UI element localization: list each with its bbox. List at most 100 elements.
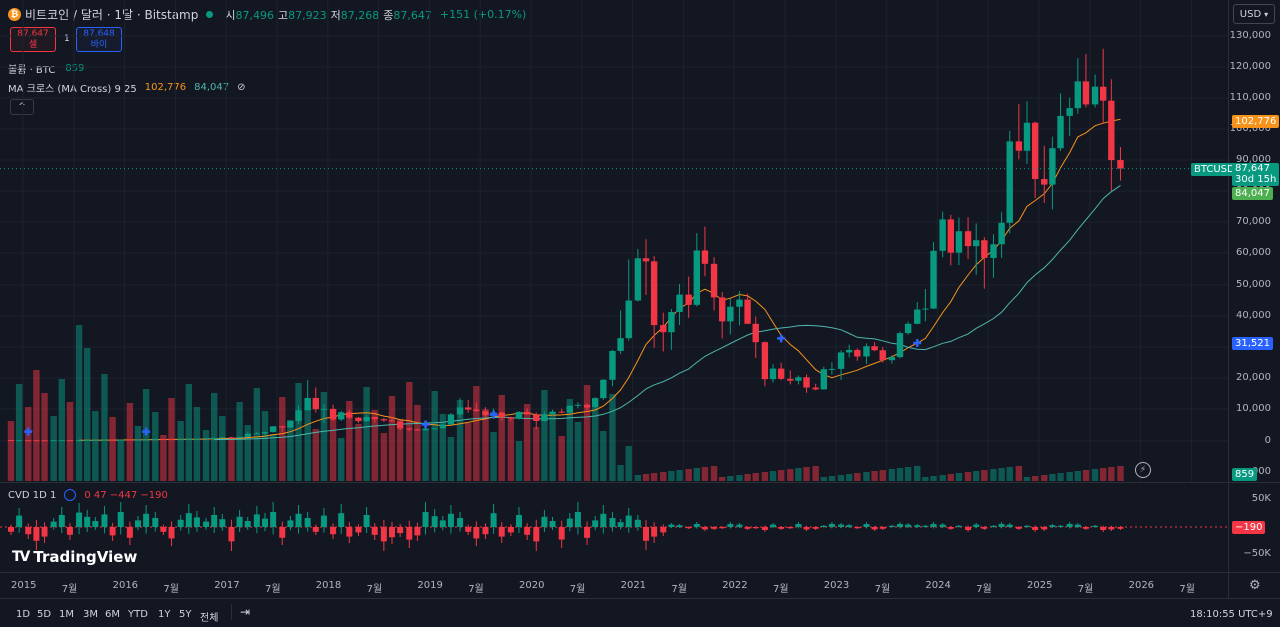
date-range-icon[interactable]: ⇥ xyxy=(240,605,251,619)
volume-bar xyxy=(134,426,142,481)
candle-body xyxy=(600,379,607,399)
volume-bar xyxy=(193,407,201,481)
collapse-legend-button[interactable]: ^ xyxy=(10,99,34,115)
volume-bar xyxy=(558,436,565,481)
volume-bar xyxy=(219,416,226,481)
candle-body xyxy=(549,411,556,415)
cvd-body xyxy=(101,514,108,527)
candle-body xyxy=(338,412,345,420)
cvd-body xyxy=(219,519,226,527)
cvd-body xyxy=(524,527,531,535)
candle-body xyxy=(109,439,116,441)
volume-bar xyxy=(685,469,692,481)
candle-body xyxy=(744,299,751,324)
volume-bar xyxy=(736,475,743,481)
range-button-3M[interactable]: 3M xyxy=(83,609,98,620)
ma-fast-value: 102,776 xyxy=(144,82,187,93)
candle-body xyxy=(660,325,667,333)
sell-button[interactable]: 87,647 셀 xyxy=(10,27,56,52)
range-button-YTD[interactable]: YTD xyxy=(128,609,148,620)
volume-bar xyxy=(92,411,99,481)
volume-bar xyxy=(25,407,32,481)
ma-cross-legend[interactable]: MA 크로스 (MA Cross) 9 25 102,776 84,047 ⊘ xyxy=(8,80,245,95)
volume-bar xyxy=(566,399,573,481)
volume-bar xyxy=(1041,475,1048,481)
cvd-body xyxy=(736,524,743,527)
cvd-body xyxy=(838,524,845,527)
range-button-1M[interactable]: 1M xyxy=(59,609,74,620)
cvd-settings-icon[interactable] xyxy=(64,489,77,501)
settings-icon[interactable]: ⚙ xyxy=(1249,578,1261,593)
cvd-body xyxy=(592,520,599,527)
volume-bar xyxy=(523,404,531,481)
volume-bar xyxy=(126,403,134,481)
candle-body xyxy=(507,417,515,419)
candle-body xyxy=(211,438,218,440)
candle-body xyxy=(363,416,370,422)
tradingview-logo[interactable]: TV TradingView xyxy=(12,548,137,566)
candle-body xyxy=(1031,122,1039,179)
bar-countdown: 30d 15h xyxy=(1235,174,1277,185)
pane-separator[interactable] xyxy=(0,482,1280,483)
volume-bar xyxy=(668,471,675,481)
candle-body xyxy=(736,299,743,307)
candle-body xyxy=(787,378,794,381)
cross-marker xyxy=(777,334,786,343)
cvd-body xyxy=(320,515,327,527)
price-axis-label: 120,000 xyxy=(1229,61,1271,72)
candle-body xyxy=(693,250,700,305)
cvd-chart[interactable] xyxy=(0,484,1228,572)
volume-legend[interactable]: 볼륨 · BTC 859 xyxy=(8,61,84,76)
time-axis-label: 2019 xyxy=(417,580,443,591)
cvd-body xyxy=(516,515,522,527)
candle-body xyxy=(820,369,827,390)
cvd-body xyxy=(795,524,802,527)
candle-body xyxy=(41,440,48,442)
symbol-legend[interactable]: ₿ 비트코인 / 달러 · 1달 · Bitstamp 시87,496 고87,9… xyxy=(8,6,526,23)
volume-bar xyxy=(329,415,337,481)
range-button-전체[interactable]: 전체 xyxy=(200,613,219,624)
candle-body xyxy=(406,428,413,430)
cvd-body xyxy=(922,525,929,527)
ma-fast-line xyxy=(79,118,1121,441)
ohlc-values: 시87,496 고87,923 저87,268 종87,647 xyxy=(221,7,432,23)
range-button-1D[interactable]: 1D xyxy=(16,609,31,620)
candle-body xyxy=(930,250,937,309)
range-button-5D[interactable]: 5D xyxy=(37,609,52,620)
toolbar-divider xyxy=(231,604,232,620)
time-axis-label: 2025 xyxy=(1027,580,1053,591)
ohlc-value-2: 87,268 xyxy=(340,8,380,22)
currency-label: USD xyxy=(1239,8,1262,20)
currency-select[interactable]: USD ▾ xyxy=(1233,4,1275,24)
cvd-axis-bottom: −50K xyxy=(1243,548,1271,559)
volume-bar xyxy=(1108,467,1115,481)
cvd-body xyxy=(600,513,607,527)
cvd-body xyxy=(930,524,937,527)
cvd-body xyxy=(236,516,243,527)
ma-slow-value: 84,047 xyxy=(194,82,230,93)
cvd-legend[interactable]: CVD 1D 1 0 47 −447 −190 xyxy=(8,489,168,501)
candle-body xyxy=(904,323,912,334)
cross-marker xyxy=(24,427,33,436)
buy-button[interactable]: 87,648 바이 xyxy=(76,27,122,52)
ohlc-value-0: 87,496 xyxy=(235,8,275,22)
price-chart[interactable] xyxy=(0,0,1228,482)
symbol-title[interactable]: 비트코인 / 달러 · 1달 · Bitstamp xyxy=(25,8,199,22)
cvd-body xyxy=(177,519,184,527)
cvd-body xyxy=(414,527,421,536)
cvd-body xyxy=(854,527,861,529)
range-button-1Y[interactable]: 1Y xyxy=(158,609,171,620)
cvd-body xyxy=(304,518,311,527)
price-axis-label: 20,000 xyxy=(1236,372,1271,383)
volume-bar xyxy=(752,473,759,481)
hide-icon[interactable]: ⊘ xyxy=(237,82,246,93)
range-button-6M[interactable]: 6M xyxy=(105,609,120,620)
volume-bar xyxy=(109,417,116,481)
cvd-body xyxy=(879,527,886,529)
clock[interactable]: 18:10:55 UTC+9 xyxy=(1190,609,1273,620)
volume-bar xyxy=(922,477,929,481)
candle-body xyxy=(990,244,997,258)
time-axis-separator xyxy=(0,572,1280,573)
lightning-icon[interactable]: ⚡ xyxy=(1135,462,1151,478)
range-button-5Y[interactable]: 5Y xyxy=(179,609,192,620)
